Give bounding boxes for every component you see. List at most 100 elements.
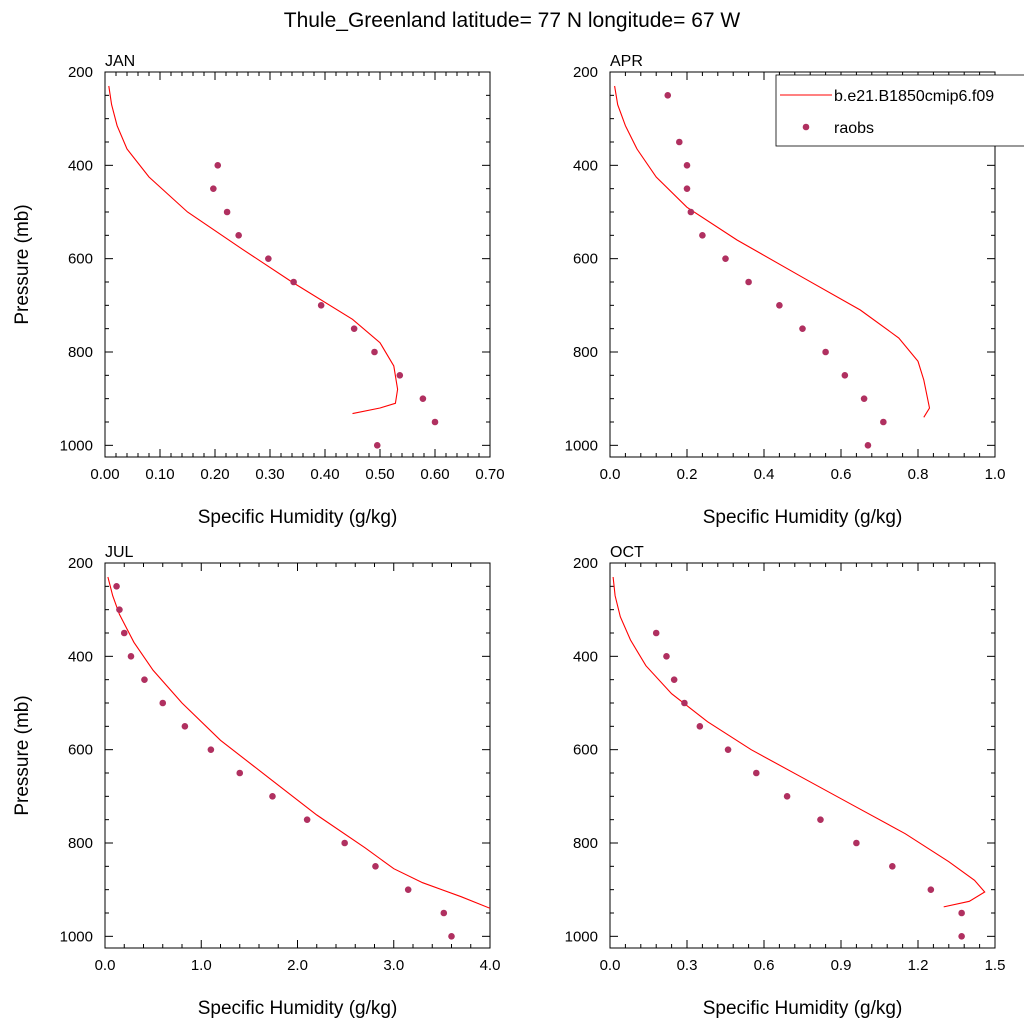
raobs-point xyxy=(722,255,729,262)
y-tick-label: 800 xyxy=(573,835,598,852)
raobs-point xyxy=(341,839,348,847)
legend: b.e21.B1850cmip6.f09 raobs xyxy=(775,74,1024,147)
panel-oct: OCT 0.0 0.3 0.6 0.9 1.2 1.5 200 400 600 800 1000 Spe… xyxy=(565,544,1006,1019)
plot-frame xyxy=(609,562,996,949)
x-tick-label: 0.20 xyxy=(200,466,229,483)
y-tick-label: 800 xyxy=(68,835,93,852)
y-tick-label: 400 xyxy=(573,648,598,665)
panel-jan: JAN 0.00 0.10 0.20 0.30 0.40 0.50 0.60 0.70 200 40… xyxy=(12,53,505,528)
x-tick-label: 0.6 xyxy=(831,466,852,483)
panel-label: OCT xyxy=(610,544,644,561)
raobs-point xyxy=(652,629,660,637)
plot-frame xyxy=(609,71,996,458)
raobs-point xyxy=(958,933,965,940)
x-tick-label: 0.9 xyxy=(831,957,852,974)
raobs-point xyxy=(303,816,311,823)
raobs-point xyxy=(783,793,791,800)
raobs-point xyxy=(663,653,670,660)
raobs-point xyxy=(127,653,135,660)
model-profile-line xyxy=(612,576,986,908)
panel-label: JUL xyxy=(105,544,134,561)
y-tick-label: 400 xyxy=(573,157,598,174)
raobs-point xyxy=(880,418,887,426)
y-tick-label: 1000 xyxy=(60,437,93,454)
raobs-point xyxy=(431,418,439,426)
x-tick-label: 0.50 xyxy=(365,466,394,483)
legend-box xyxy=(775,74,1024,147)
raobs-point xyxy=(958,909,965,917)
plot-frame xyxy=(104,71,491,458)
x-axis-label: Specific Humidity (g/kg) xyxy=(198,507,398,528)
raobs-point xyxy=(116,606,123,613)
x-tick-label: 0.0 xyxy=(600,466,621,483)
x-tick-label: 0.60 xyxy=(420,466,449,483)
panel-apr: APR 0.0 0.2 0.4 0.6 0.8 1.0 200 400 600 800 1000 Spe… xyxy=(565,53,1006,528)
y-tick-label: 600 xyxy=(68,251,93,268)
raobs-point xyxy=(860,395,868,402)
raobs-point xyxy=(687,208,695,216)
x-tick-label: 0.10 xyxy=(145,466,174,483)
x-tick-label: 0.30 xyxy=(255,466,284,483)
raobs-point xyxy=(440,909,448,917)
x-tick-label: 1.0 xyxy=(191,957,212,974)
y-tick-label: 200 xyxy=(68,64,93,81)
x-tick-label: 1.5 xyxy=(985,957,1006,974)
legend-obs-label: raobs xyxy=(834,120,874,137)
x-tick-label: 0.0 xyxy=(600,957,621,974)
x-tick-label: 0.0 xyxy=(95,957,116,974)
raobs-point xyxy=(776,302,783,309)
raobs-point xyxy=(207,746,215,753)
y-tick-label: 1000 xyxy=(60,928,93,945)
raobs-point xyxy=(141,676,148,683)
raobs-point xyxy=(696,723,704,730)
raobs-point xyxy=(265,255,272,262)
model-profile-line xyxy=(614,85,931,418)
raobs-point xyxy=(235,232,242,239)
y-tick-label: 1000 xyxy=(565,928,598,945)
x-axis-label: Specific Humidity (g/kg) xyxy=(703,507,903,528)
raobs-point xyxy=(817,816,824,823)
x-tick-label: 2.0 xyxy=(287,957,308,974)
data-layer xyxy=(612,576,986,940)
raobs-point xyxy=(210,185,217,192)
x-tick-label: 0.40 xyxy=(310,466,339,483)
raobs-point xyxy=(724,746,732,753)
x-tick-label: 0.4 xyxy=(754,466,775,483)
x-axis-label: Specific Humidity (g/kg) xyxy=(198,998,398,1019)
y-tick-label: 200 xyxy=(68,555,93,572)
raobs-point xyxy=(864,442,872,449)
raobs-point xyxy=(290,278,297,286)
x-tick-label: 4.0 xyxy=(480,957,501,974)
x-tick-label: 0.70 xyxy=(475,466,504,483)
raobs-point xyxy=(753,769,760,777)
x-tick-label: 0.00 xyxy=(90,466,119,483)
raobs-point xyxy=(799,325,806,332)
data-layer xyxy=(107,576,490,940)
panels: JAN 0.00 0.10 0.20 0.30 0.40 0.50 0.60 0.70 200 40… xyxy=(12,53,1005,1019)
y-tick-label: 400 xyxy=(68,157,93,174)
raobs-point xyxy=(350,325,358,332)
y-tick-label: 800 xyxy=(68,344,93,361)
raobs-point xyxy=(448,933,455,940)
raobs-point xyxy=(373,442,381,449)
panel-label: JAN xyxy=(105,53,135,70)
raobs-point xyxy=(236,769,244,777)
panel-label: APR xyxy=(610,53,643,70)
x-tick-label: 3.0 xyxy=(383,957,404,974)
raobs-point xyxy=(822,348,829,356)
y-tick-label: 600 xyxy=(573,251,598,268)
raobs-point xyxy=(681,699,688,707)
x-axis-label: Specific Humidity (g/kg) xyxy=(703,998,903,1019)
raobs-point xyxy=(214,162,222,169)
figure-title: Thule_Greenland latitude= 77 N longitude… xyxy=(284,9,741,32)
raobs-point xyxy=(676,138,683,146)
raobs-point xyxy=(269,793,276,800)
raobs-point xyxy=(683,185,691,192)
data-layer xyxy=(614,85,931,449)
x-tick-label: 0.8 xyxy=(908,466,929,483)
raobs-point xyxy=(841,372,849,379)
raobs-point xyxy=(371,348,378,356)
raobs-point xyxy=(419,395,427,402)
